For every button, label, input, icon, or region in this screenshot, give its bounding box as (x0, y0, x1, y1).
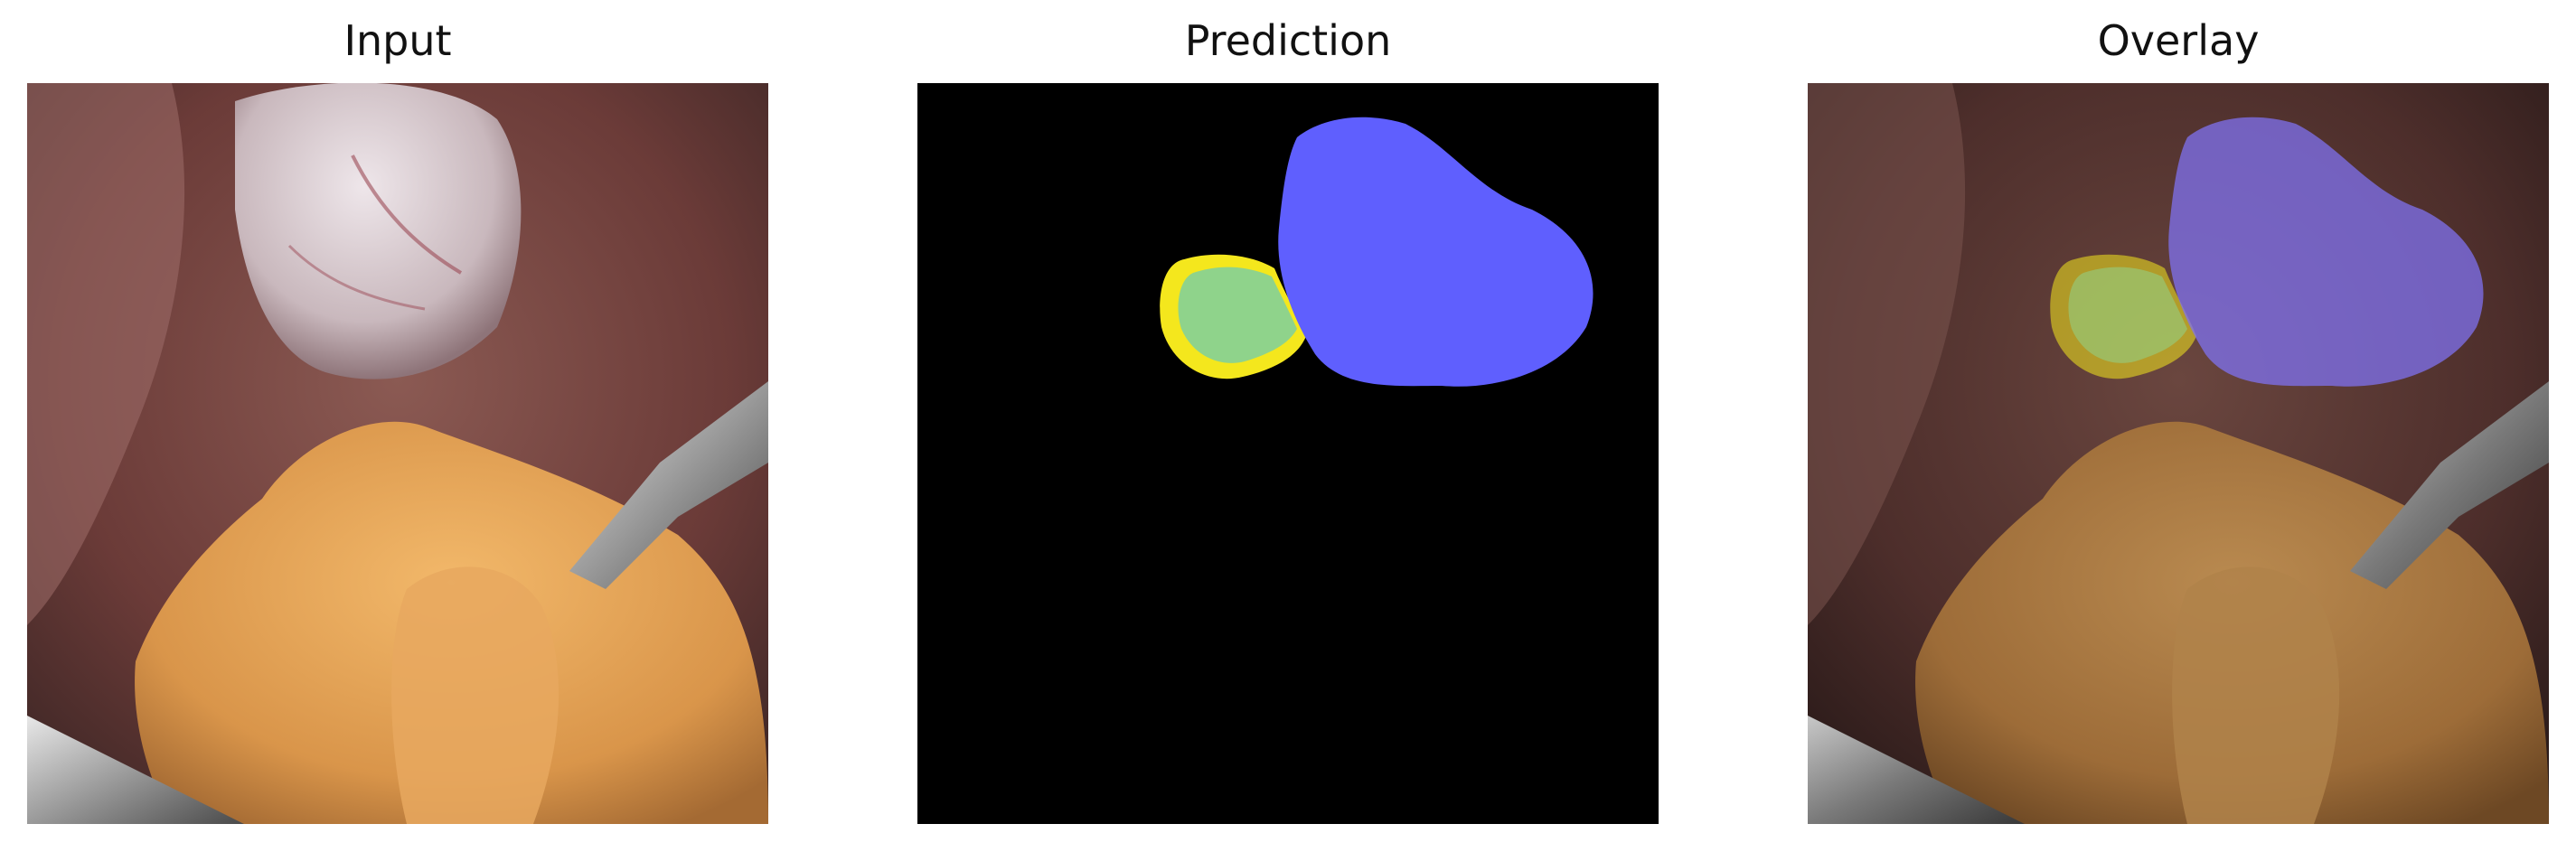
mask-class-blue (1278, 117, 1594, 387)
overlay-trocar-shaft (1808, 716, 2025, 824)
panel-title-overlay: Overlay (2097, 16, 2260, 65)
vessel-2 (287, 244, 426, 311)
trocar-shaft (27, 716, 244, 824)
overlay-fat-lobe (2172, 566, 2340, 824)
grasper-instrument (569, 381, 768, 589)
overlay-class-blue (2168, 117, 2484, 387)
overlay-grasper-instrument (2350, 381, 2549, 589)
panel-input: Input (27, 0, 768, 852)
overlay-image (1808, 83, 2549, 824)
panel-title-input: Input (343, 16, 452, 65)
vessel-1 (351, 154, 463, 275)
mask-class-green (1178, 267, 1297, 363)
overlay-image-svg (1808, 83, 2549, 824)
left-tissue (27, 83, 185, 625)
gallbladder (235, 83, 522, 379)
overlay-class-green (2068, 267, 2187, 363)
panel-overlay: Overlay (1808, 0, 2549, 852)
overlay-left-tissue (1808, 83, 1966, 625)
panel-title-prediction: Prediction (1184, 16, 1392, 65)
prediction-mask (917, 83, 1659, 824)
prediction-mask-svg (917, 83, 1659, 824)
fat-lobe (391, 566, 559, 824)
panel-prediction: Prediction (917, 0, 1659, 852)
input-image (27, 83, 768, 824)
input-image-svg (27, 83, 768, 824)
